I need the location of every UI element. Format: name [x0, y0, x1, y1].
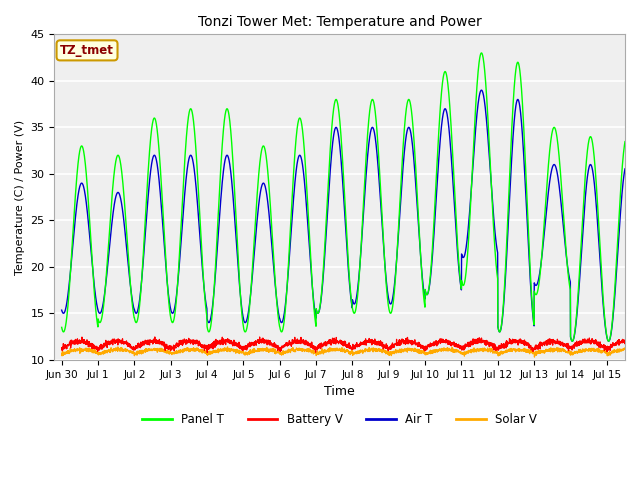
Line: Solar V: Solar V	[61, 347, 625, 357]
Solar V	[122, 348, 130, 354]
Panel T	[611, 293, 618, 299]
Battery V	[156, 341, 163, 347]
Air T	[621, 166, 629, 172]
Panel T	[605, 338, 612, 344]
Battery V	[122, 340, 130, 346]
Air T	[298, 159, 306, 165]
Air T	[611, 300, 618, 305]
Panel T	[550, 125, 557, 131]
Title: Tonzi Tower Met: Temperature and Power: Tonzi Tower Met: Temperature and Power	[198, 15, 481, 29]
Solar V	[611, 348, 618, 354]
Battery V	[621, 337, 629, 343]
X-axis label: Time: Time	[324, 385, 355, 398]
Panel T	[621, 139, 629, 144]
Line: Air T: Air T	[61, 90, 625, 341]
Legend: Panel T, Battery V, Air T, Solar V: Panel T, Battery V, Air T, Solar V	[138, 408, 541, 431]
Panel T	[156, 151, 163, 157]
Battery V	[204, 349, 211, 355]
Battery V	[274, 344, 282, 349]
Solar V	[531, 354, 538, 360]
Battery V	[58, 345, 65, 351]
Line: Battery V: Battery V	[61, 337, 625, 352]
Air T	[477, 87, 485, 93]
Solar V	[550, 346, 557, 352]
Air T	[122, 238, 130, 243]
Solar V	[298, 346, 306, 352]
Solar V	[621, 346, 629, 352]
Battery V	[611, 342, 618, 348]
Solar V	[274, 348, 282, 354]
Air T	[156, 180, 163, 186]
Y-axis label: Temperature (C) / Power (V): Temperature (C) / Power (V)	[15, 120, 25, 275]
Air T	[58, 307, 65, 313]
Panel T	[58, 324, 65, 330]
Air T	[550, 162, 557, 168]
Air T	[274, 305, 282, 311]
Panel T	[477, 50, 485, 56]
Battery V	[299, 339, 307, 345]
Panel T	[274, 309, 282, 315]
Text: TZ_tmet: TZ_tmet	[60, 44, 114, 57]
Panel T	[298, 124, 306, 130]
Solar V	[58, 352, 65, 358]
Panel T	[122, 219, 130, 225]
Solar V	[156, 348, 163, 354]
Solar V	[224, 344, 232, 350]
Line: Panel T: Panel T	[61, 53, 625, 341]
Battery V	[550, 338, 557, 344]
Battery V	[151, 334, 159, 340]
Air T	[605, 338, 612, 344]
